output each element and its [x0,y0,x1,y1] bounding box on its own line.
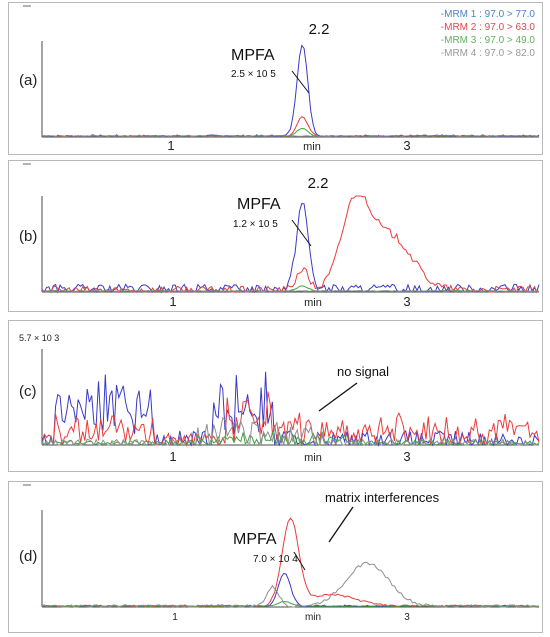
peak-retention-label: 2.2 [308,175,329,192]
trace-mrm1 [41,572,540,608]
compound-label: MPFA [237,196,281,213]
trace-mrm3 [42,601,539,607]
trace-mrm4 [41,290,540,293]
trace-mrm1 [41,202,540,294]
trace-mrm4 [41,416,540,447]
trace-group [41,195,540,294]
annotation-matrix-interferences: matrix interferences [325,490,440,505]
legend-entry-mrm4: -MRM 4 : 97.0 > 82.0 [441,48,536,59]
trace-mrm4 [41,561,540,608]
legend-entry-mrm2: -MRM 2 : 97.0 > 63.0 [441,22,536,33]
x-tick-label: 3 [403,294,410,309]
chart-c: 5.7 × 10 3 (c) no signal 1 min 3 [19,333,540,464]
compound-label: MPFA [231,47,275,64]
chromatogram-panel-a: (a) 2.2 MPFA 2.5 × 10 5 1 min 3 -MRM 1 :… [8,2,543,155]
trace-mrm2 [41,195,539,294]
chart-a: (a) 2.2 MPFA 2.5 × 10 5 1 min 3 -MRM 1 :… [19,5,540,153]
x-axis-unit-label: min [305,612,321,623]
trace-mrm1 [41,44,540,138]
callout-line [291,219,312,247]
x-tick-label: 1 [169,449,176,464]
compound-label: MPFA [233,531,277,548]
intensity-label: 1.2 × 10 5 [233,219,278,230]
trace-group [41,371,540,447]
intensity-label: 7.0 × 10 4 [253,554,298,565]
legend-entry-mrm1: -MRM 1 : 97.0 > 77.0 [441,9,536,20]
chromatogram-panel-b: (b) 2.2 MPFA 1.2 × 10 5 1 min 3 [8,160,543,312]
legend: -MRM 1 : 97.0 > 77.0 -MRM 2 : 97.0 > 63.… [441,9,536,59]
trace-mrm2 [41,391,540,447]
panel-label: (a) [19,72,37,89]
chromatogram-panel-c: 5.7 × 10 3 (c) no signal 1 min 3 [8,320,543,472]
chart-b: (b) 2.2 MPFA 1.2 × 10 5 1 min 3 [19,163,540,309]
x-tick-label: 3 [403,449,410,464]
x-axis-unit-label: min [303,141,321,153]
trace-group [41,44,540,138]
callout-line [318,382,358,412]
x-tick-label: 1 [172,612,178,623]
panel-label: (c) [19,383,37,400]
chromatogram-panel-d: (d) matrix interferences MPFA 7.0 × 10 4… [8,481,543,633]
trace-mrm4 [41,135,540,137]
trace-group [41,517,540,608]
x-axis-unit-label: min [304,452,322,464]
callout-line [293,551,306,571]
panel-label: (b) [19,228,37,245]
chart-d: (d) matrix interferences MPFA 7.0 × 10 4… [19,484,540,623]
x-axis-unit-label: min [304,297,322,309]
intensity-label: 2.5 × 10 5 [231,69,276,80]
legend-entry-mrm3: -MRM 3 : 97.0 > 49.0 [441,35,536,46]
x-tick-label: 1 [169,294,176,309]
x-tick-label: 3 [403,138,410,153]
annotation-no-signal: no signal [337,364,389,379]
panel-label: (d) [19,548,37,565]
y-max-label: 5.7 × 10 3 [19,333,59,343]
x-tick-label: 3 [404,612,410,623]
trace-mrm1 [41,371,540,447]
peak-retention-label: 2.2 [309,21,330,38]
callout-line [291,70,310,94]
x-tick-label: 1 [167,138,174,153]
callout-line [328,506,354,543]
